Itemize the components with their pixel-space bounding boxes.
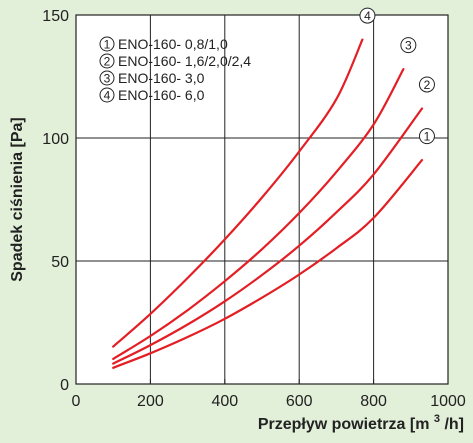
series-marker-circle-3 <box>400 37 417 54</box>
series-marker-number-2: 2 <box>424 78 431 92</box>
legend: 1 ENO-160- 0,8/1,0 2 ENO-160- 1,6/2,0/2,4 3 E… <box>99 36 251 103</box>
x-tick-label: 0 <box>72 393 81 410</box>
legend-entry: ENO-160- 3,0 <box>118 70 205 86</box>
legend-marker-circle <box>99 87 115 103</box>
x-axis-label: Przepływ powietrza <box>258 416 406 433</box>
x-axis-unit-suffix: /h] <box>444 416 464 433</box>
legend-marker-number: 4 <box>104 89 111 103</box>
series-marker-number-1: 1 <box>424 130 431 144</box>
legend-entry: ENO-160- 6,0 <box>118 87 205 103</box>
x-tick-label: 1000 <box>430 393 466 410</box>
series-lines: 1 2 3 4 <box>112 7 435 369</box>
x-axis-title: Przepływ powietrza [m 3 /h] <box>258 409 464 433</box>
x-tick-label: 200 <box>137 393 164 410</box>
series-line-4 <box>112 38 364 348</box>
y-tick-label: 100 <box>42 131 69 148</box>
legend-entry: ENO-160- 0,8/1,0 <box>118 36 228 52</box>
legend-entry: ENO-160- 1,6/2,0/2,4 <box>118 53 251 69</box>
tick-labels: 0 200 400 600 800 1000 0 50 100 150 <box>42 8 466 410</box>
x-tick-label: 800 <box>360 393 387 410</box>
series-marker-circle-2 <box>418 76 435 93</box>
legend-marker-circle <box>99 70 115 86</box>
legend-marker-number: 2 <box>104 55 111 69</box>
grid <box>75 14 449 385</box>
series-marker-circle-1 <box>418 128 435 145</box>
legend-marker-number: 1 <box>104 38 111 52</box>
y-axis-title: Spadek ciśnienia [Pa] <box>9 117 26 282</box>
x-axis-unit-sup: 3 <box>434 413 440 425</box>
x-tick-label: 400 <box>211 393 238 410</box>
y-tick-label: 50 <box>51 254 69 271</box>
series-marker-circle-4 <box>359 7 376 24</box>
y-tick-label: 0 <box>60 377 69 394</box>
legend-marker-circle <box>99 36 115 52</box>
legend-marker-number: 3 <box>104 72 111 86</box>
series-marker-number-4: 4 <box>364 9 371 23</box>
y-tick-label: 150 <box>42 8 69 25</box>
x-axis-unit-prefix: [m <box>410 416 430 433</box>
series-line-2 <box>112 107 424 365</box>
series-line-3 <box>112 68 405 360</box>
plot-area <box>75 14 449 385</box>
x-tick-label: 600 <box>286 393 313 410</box>
series-marker-number-3: 3 <box>405 39 412 53</box>
series-line-1 <box>112 159 424 369</box>
legend-marker-circle <box>99 53 115 69</box>
